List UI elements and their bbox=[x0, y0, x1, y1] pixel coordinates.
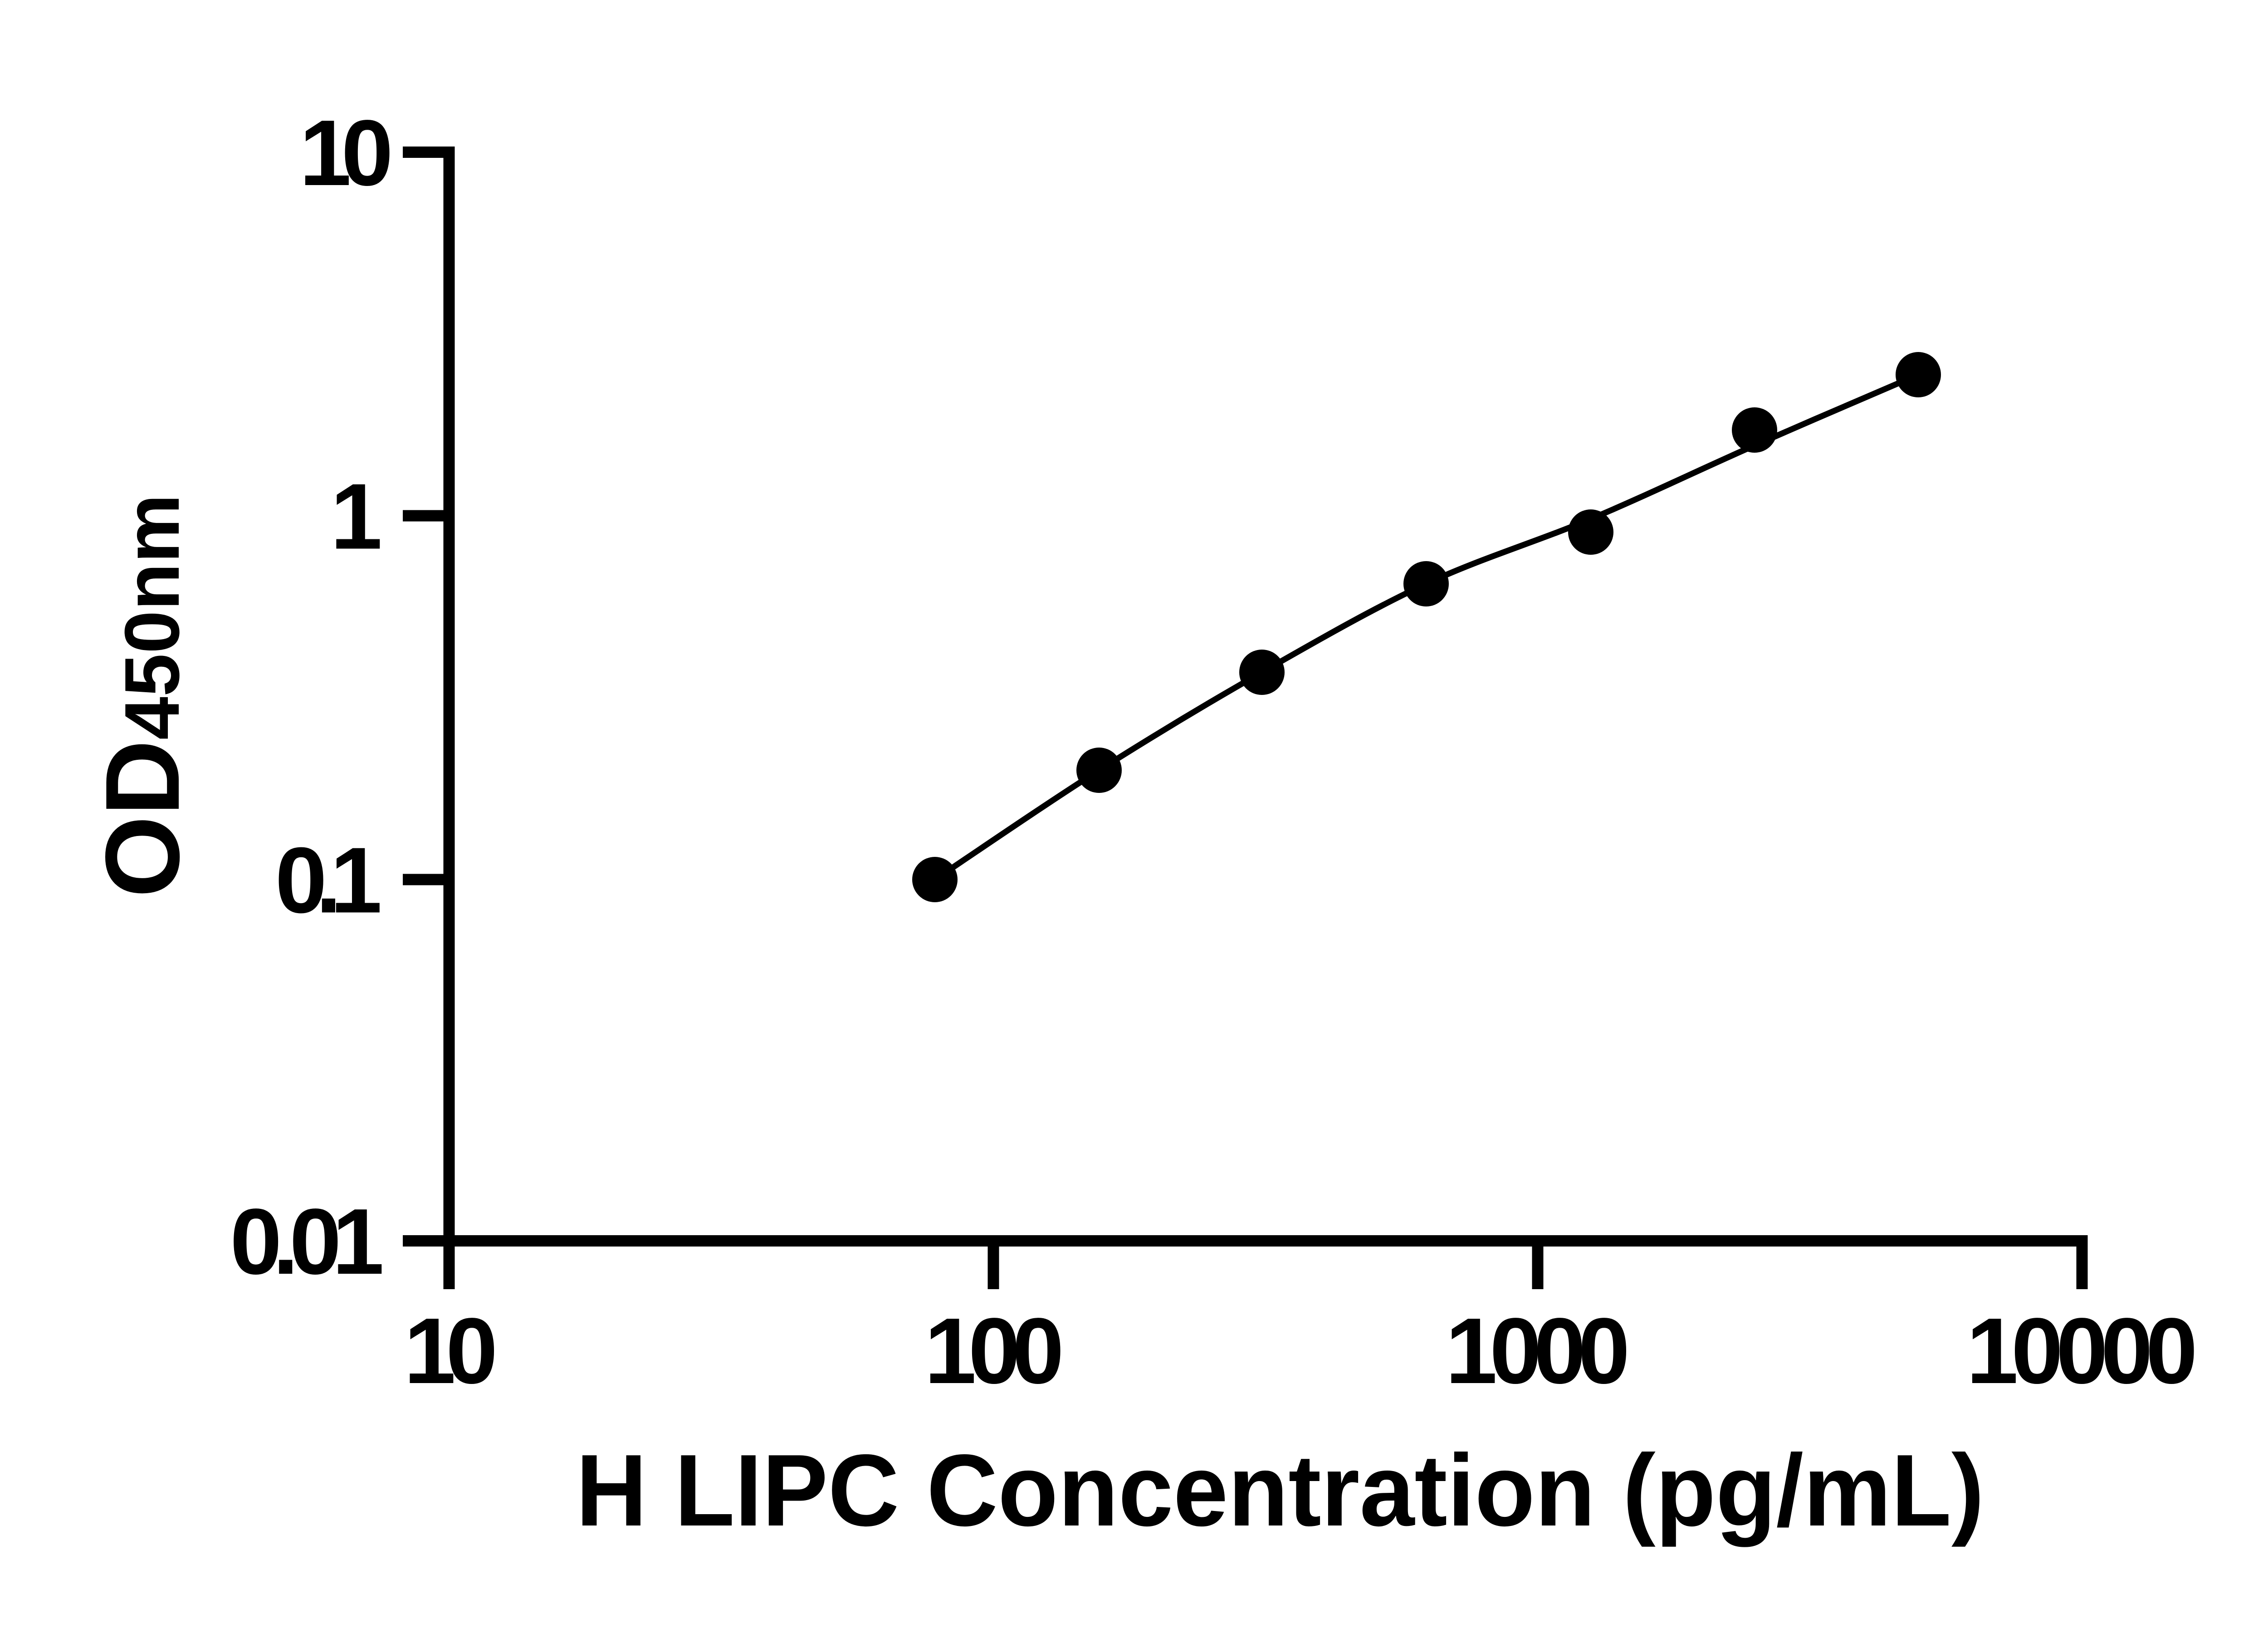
svg-text:0.1: 0.1 bbox=[275, 828, 382, 933]
svg-text:H LIPC Concentration (pg/mL): H LIPC Concentration (pg/mL) bbox=[576, 1433, 1984, 1547]
svg-text:1: 1 bbox=[330, 464, 382, 569]
svg-text:100: 100 bbox=[924, 1299, 1064, 1403]
svg-text:10: 10 bbox=[404, 1299, 498, 1403]
svg-text:10: 10 bbox=[299, 101, 393, 205]
svg-text:1000: 1000 bbox=[1446, 1299, 1630, 1403]
svg-text:10000: 10000 bbox=[1966, 1299, 2198, 1403]
svg-text:0.01: 0.01 bbox=[230, 1189, 384, 1294]
